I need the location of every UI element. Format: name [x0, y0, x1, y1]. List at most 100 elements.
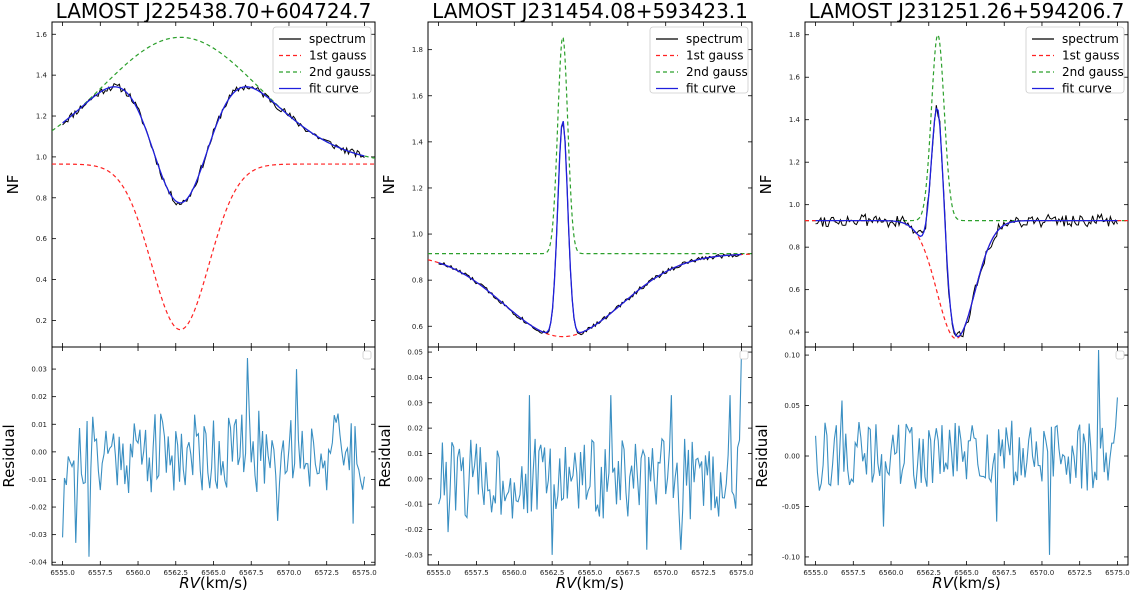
x-tick-label: 6565.0	[201, 569, 226, 577]
y-tick-label: -0.02	[29, 504, 47, 512]
y-axis-label: NF	[757, 175, 775, 195]
y-tick-label: -0.05	[782, 503, 800, 511]
x-tick-label: 6570.0	[1030, 569, 1055, 577]
series-fit-curve	[815, 107, 1118, 338]
y-tick-label: 1.4	[789, 116, 801, 124]
series-spectrum	[62, 82, 365, 206]
chart-panel-2: LAMOST J231454.08+593423.1 0.6 0.8 1.0 1.2 1.…	[376, 0, 754, 592]
x-tick-label: 6575.0	[729, 569, 754, 577]
x-tick-label: 6557.5	[464, 569, 489, 577]
legend-label: spectrum	[309, 32, 366, 46]
x-tick-label: 6567.5	[239, 569, 264, 577]
series-2nd-gauss	[428, 36, 752, 255]
x-tick-label: 6555.0	[426, 569, 451, 577]
y-tick-label: -0.01	[405, 501, 423, 509]
y-tick-label: 0.8	[36, 194, 47, 202]
series-residual	[815, 350, 1118, 555]
y-axis-label: NF	[380, 175, 398, 195]
y-tick-label: 0.01	[31, 421, 47, 429]
y-tick-label: -0.10	[782, 553, 800, 561]
legend-label: 1st gauss	[309, 49, 367, 63]
x-tick-label: 6562.5	[164, 569, 189, 577]
x-tick-label: 6557.5	[88, 569, 113, 577]
x-axis-label: RV(km/s)	[556, 574, 625, 592]
chart-panel-3: LAMOST J231251.26+594206.7 0.4 0.6 0.8 1.0 1.…	[753, 0, 1130, 592]
x-tick-label: 6560.0	[126, 569, 151, 577]
y-tick-label: 1.2	[36, 113, 47, 121]
y-tick-label: 0.6	[36, 235, 48, 243]
legend-label: 1st gauss	[686, 49, 744, 63]
y-tick-label: 0.00	[784, 453, 800, 461]
y-tick-label: 0.02	[407, 425, 423, 433]
x-tick-label: 6575.0	[1105, 569, 1130, 577]
x-tick-label: 6567.5	[992, 569, 1017, 577]
legend: spectrum 1st gauss 2nd gauss fit curve	[649, 26, 749, 96]
x-tick-label: 6572.5	[314, 569, 339, 577]
y-tick-label: -0.01	[29, 476, 47, 484]
y-tick-label: 0.03	[31, 366, 47, 374]
y-tick-label: 1.2	[789, 159, 800, 167]
y-tick-label: 0.00	[407, 475, 423, 483]
y-tick-label: 1.8	[789, 31, 800, 39]
legend-frame	[1025, 26, 1125, 94]
y-tick-label: 0.10	[784, 352, 800, 360]
legend: spectrum 1st gauss 2nd gauss fit curve	[272, 26, 372, 96]
y-tick-label: 0.8	[789, 244, 800, 252]
x-tick-label: 6562.5	[540, 569, 565, 577]
series-spectrum	[438, 123, 742, 336]
residual-plot-frame	[51, 346, 376, 566]
y-tick-label: 1.0	[412, 231, 423, 239]
x-tick-label: 6555.0	[803, 569, 828, 577]
y-tick-label: -0.03	[29, 531, 47, 539]
y-tick-label: 0.02	[31, 393, 47, 401]
y-tick-label: 0.05	[784, 402, 800, 410]
chart-title: LAMOST J225438.70+604724.7	[56, 0, 372, 23]
residual-axis-label: Residual	[376, 424, 394, 487]
y-tick-label: 0.00	[31, 448, 47, 456]
legend-label: fit curve	[686, 82, 736, 96]
x-tick-label: 6560.0	[502, 569, 527, 577]
residual-plot-frame	[804, 346, 1129, 566]
y-tick-label: 0.4	[789, 329, 801, 337]
y-tick-label: 1.0	[789, 201, 800, 209]
x-axis-label: RV(km/s)	[179, 574, 248, 592]
y-axis-label: NF	[4, 175, 22, 195]
y-tick-label: 1.2	[412, 184, 423, 192]
legend-label: 1st gauss	[1062, 49, 1120, 63]
legend-label: 2nd gauss	[1062, 65, 1124, 79]
residual-legend-box	[362, 350, 372, 360]
x-tick-label: 6560.0	[879, 569, 904, 577]
x-tick-label: 6562.5	[917, 569, 942, 577]
x-tick-label: 6555.0	[50, 569, 75, 577]
x-tick-label: 6565.0	[578, 569, 603, 577]
y-tick-label: 1.8	[412, 46, 423, 54]
y-tick-label: 0.8	[412, 277, 423, 285]
y-tick-label: 1.6	[789, 74, 801, 82]
y-tick-label: -0.03	[405, 551, 423, 559]
x-tick-label: 6567.5	[616, 569, 641, 577]
chart-title: LAMOST J231454.08+593423.1	[432, 0, 748, 23]
y-tick-label: 0.03	[407, 399, 423, 407]
legend-label: fit curve	[1062, 82, 1112, 96]
y-tick-label: -0.04	[29, 559, 48, 567]
residual-legend-box	[739, 350, 749, 360]
series-residual	[62, 358, 365, 557]
series-residual	[438, 354, 742, 555]
legend-label: fit curve	[309, 82, 359, 96]
x-tick-label: 6570.0	[277, 569, 302, 577]
y-tick-label: 1.6	[36, 31, 48, 39]
legend: spectrum 1st gauss 2nd gauss fit curve	[1025, 26, 1125, 96]
legend-frame	[649, 26, 749, 94]
chart-title: LAMOST J231251.26+594206.7	[809, 0, 1125, 23]
x-tick-label: 6565.0	[954, 569, 979, 577]
y-tick-label: 0.04	[407, 374, 423, 382]
y-tick-label: 0.6	[412, 323, 424, 331]
y-tick-label: 0.2	[36, 317, 47, 325]
x-tick-label: 6570.0	[653, 569, 678, 577]
series-fit-curve	[62, 86, 365, 204]
y-tick-label: -0.02	[405, 526, 423, 534]
y-tick-label: 0.6	[789, 286, 801, 294]
y-tick-label: 1.0	[36, 153, 47, 161]
legend-label: spectrum	[1062, 32, 1119, 46]
